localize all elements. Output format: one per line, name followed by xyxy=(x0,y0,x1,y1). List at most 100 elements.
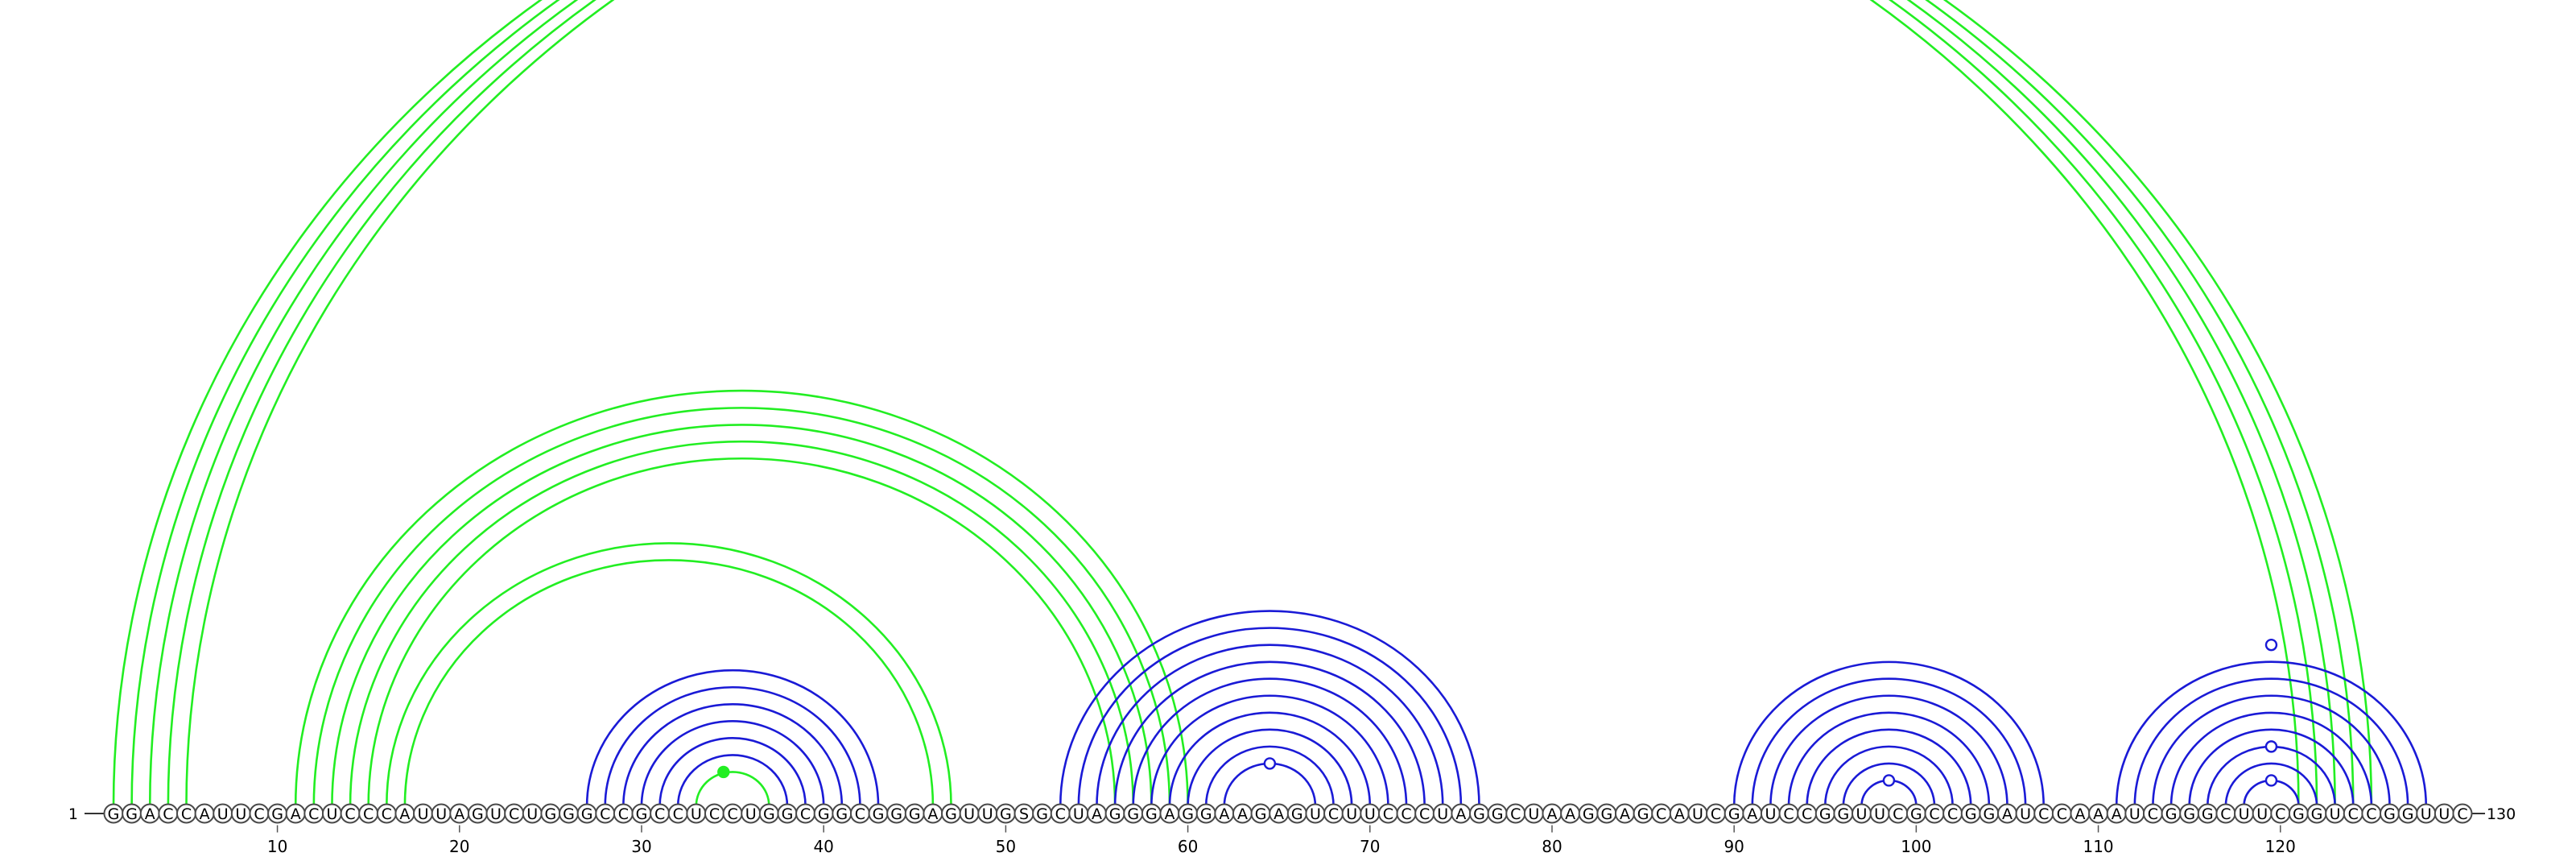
nucleotide-letter: G xyxy=(1819,805,1831,823)
nucleotide-letter: C xyxy=(2366,805,2376,823)
nucleotide: G xyxy=(1286,803,1307,824)
nucleotide-letter: C xyxy=(2220,805,2231,823)
nucleotide-letter: A xyxy=(2093,805,2103,823)
nucleotide-letter: G xyxy=(2311,805,2323,823)
base-pair-arc xyxy=(386,542,952,806)
nucleotide-letter: C xyxy=(1929,805,1939,823)
nucleotide-letter: G xyxy=(1200,805,1212,823)
nucleotide-letter: G xyxy=(1965,805,1977,823)
base-pair-arc xyxy=(640,720,825,806)
nucleotide-letter: S xyxy=(1019,805,1029,823)
nucleotide: C xyxy=(303,803,324,824)
nucleotide-letter: U xyxy=(2129,805,2140,823)
nucleotide-circle xyxy=(2452,803,2473,824)
nucleotide-letter: G xyxy=(1109,805,1121,823)
nucleotide-letter: A xyxy=(1455,805,1466,823)
nucleotide: G xyxy=(1178,803,1199,824)
nucleotide: C xyxy=(1505,803,1526,824)
nucleotide-letter: A xyxy=(1565,805,1575,823)
base-pair-arc xyxy=(1187,728,1353,806)
nucleotide: C xyxy=(1924,803,1945,824)
nucleotide: A xyxy=(2088,803,2109,824)
nucleotide: U xyxy=(213,803,233,824)
nucleotide: A xyxy=(1269,803,1290,824)
nucleotide-letter: G xyxy=(1000,805,1012,823)
tick-label: 90 xyxy=(1724,837,1744,856)
base-pair-arc xyxy=(2152,694,2391,806)
base-pair-arc xyxy=(1168,711,1372,806)
base-pair-arc xyxy=(130,0,2318,806)
nucleotide: U xyxy=(1341,803,1362,824)
nucleotide-letter: G xyxy=(545,805,557,823)
base-pair-arc xyxy=(403,559,935,806)
nucleotide: C xyxy=(175,803,196,824)
nucleotide: U xyxy=(741,803,762,824)
nucleotide: C xyxy=(376,803,397,824)
nucleotide-letter: C xyxy=(673,805,683,823)
nucleotide-letter: U xyxy=(326,805,337,823)
nucleotide-letter: G xyxy=(1838,805,1850,823)
nucleotide: U xyxy=(230,803,251,824)
nucleotide: C xyxy=(1396,803,1417,824)
nucleotide-letter: A xyxy=(291,805,301,823)
base-pair-arc xyxy=(658,737,807,806)
nucleotide-letter: G xyxy=(1583,805,1595,823)
nucleotide-letter: A xyxy=(454,805,464,823)
nucleotide: A xyxy=(2070,803,2091,824)
nucleotide: A xyxy=(1996,803,2017,824)
base-pair-arcs xyxy=(112,0,2428,806)
loop-marker xyxy=(2264,740,2278,753)
nucleotide: A xyxy=(194,803,215,824)
tick-label: 20 xyxy=(449,837,469,856)
tick-label: 30 xyxy=(631,837,651,856)
nucleotide: G xyxy=(941,803,962,824)
nucleotide: C xyxy=(849,803,870,824)
base-pair-arc xyxy=(294,389,1189,806)
nucleotide-letter: C xyxy=(181,805,192,823)
nucleotide: C xyxy=(358,803,379,824)
nucleotide: A xyxy=(139,803,160,824)
nucleotide-letter: C xyxy=(600,805,610,823)
nucleotide-letter: C xyxy=(382,805,392,823)
nucleotide: U xyxy=(485,803,506,824)
loop-markers xyxy=(717,638,2278,787)
base-pair-arc xyxy=(1823,745,1954,806)
nucleotide: C xyxy=(795,803,816,824)
base-pair-arc xyxy=(585,669,880,806)
nucleotide: A xyxy=(1560,803,1581,824)
nucleotide: G xyxy=(813,803,834,824)
nucleotide-letter: C xyxy=(1947,805,1958,823)
nucleotide-letter: C xyxy=(2038,805,2049,823)
nucleotide-letter: C xyxy=(2275,805,2285,823)
nucleotide-letter: U xyxy=(1765,805,1776,823)
nucleotide-letter: G xyxy=(873,805,885,823)
tick-label: 120 xyxy=(2265,837,2296,856)
nucleotide: G xyxy=(758,803,779,824)
base-pair-arc xyxy=(676,754,789,806)
nucleotide-letter: G xyxy=(818,805,830,823)
nucleotide-letter: C xyxy=(1055,805,1066,823)
nucleotide: U xyxy=(1305,803,1326,824)
nucleotide: S xyxy=(1013,803,1034,824)
nucleotide: A xyxy=(1451,803,1472,824)
nucleotide: C xyxy=(1651,803,1672,824)
nucleotide-letter: C xyxy=(2057,805,2067,823)
nucleotide: G xyxy=(559,803,579,824)
base-pair-arc xyxy=(312,406,1171,806)
nucleotide-letter: U xyxy=(2020,805,2031,823)
nucleotide: C xyxy=(1323,803,1344,824)
nucleotide-letter: G xyxy=(890,805,902,823)
nucleotide-letter: G xyxy=(2202,805,2214,823)
loop-marker xyxy=(2264,638,2278,652)
nucleotide-letter: G xyxy=(1146,805,1158,823)
loop-marker xyxy=(1263,757,1277,770)
nucleotide-letter: G xyxy=(1983,805,1995,823)
nucleotide-letter: G xyxy=(1255,805,1267,823)
nucleotide-letter: U xyxy=(1437,805,1448,823)
nucleotide-letter: C xyxy=(363,805,374,823)
nucleotide-letter: C xyxy=(618,805,629,823)
nucleotide: U xyxy=(1432,803,1453,824)
tick-label: 100 xyxy=(1901,837,1931,856)
nucleotide: A xyxy=(1159,803,1180,824)
